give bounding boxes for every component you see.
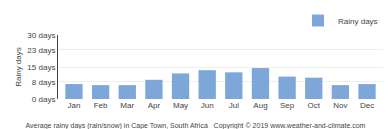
- svg-text:Rainy days: Rainy days: [14, 47, 23, 87]
- svg-text:Jul: Jul: [229, 101, 239, 110]
- svg-text:Rainy days: Rainy days: [338, 17, 378, 26]
- svg-text:Nov: Nov: [333, 101, 347, 110]
- svg-text:Feb: Feb: [94, 101, 108, 110]
- svg-text:Oct: Oct: [308, 101, 321, 110]
- svg-text:Apr: Apr: [148, 101, 161, 110]
- svg-text:Dec: Dec: [360, 101, 374, 110]
- svg-text:Sep: Sep: [280, 101, 295, 110]
- svg-text:Aug: Aug: [253, 101, 267, 110]
- svg-text:8 days: 8 days: [32, 78, 56, 87]
- svg-text:30 days: 30 days: [27, 31, 55, 40]
- svg-text:Jan: Jan: [68, 101, 81, 110]
- svg-text:Mar: Mar: [120, 101, 134, 110]
- svg-text:Jun: Jun: [201, 101, 214, 110]
- svg-text:15 days: 15 days: [27, 63, 55, 72]
- svg-text:May: May: [173, 101, 188, 110]
- svg-text:23 days: 23 days: [27, 46, 55, 55]
- svg-text:Average rainy days (rain/snow): Average rainy days (rain/snow) in Cape T…: [26, 122, 366, 129]
- svg-text:0 days: 0 days: [32, 95, 56, 104]
